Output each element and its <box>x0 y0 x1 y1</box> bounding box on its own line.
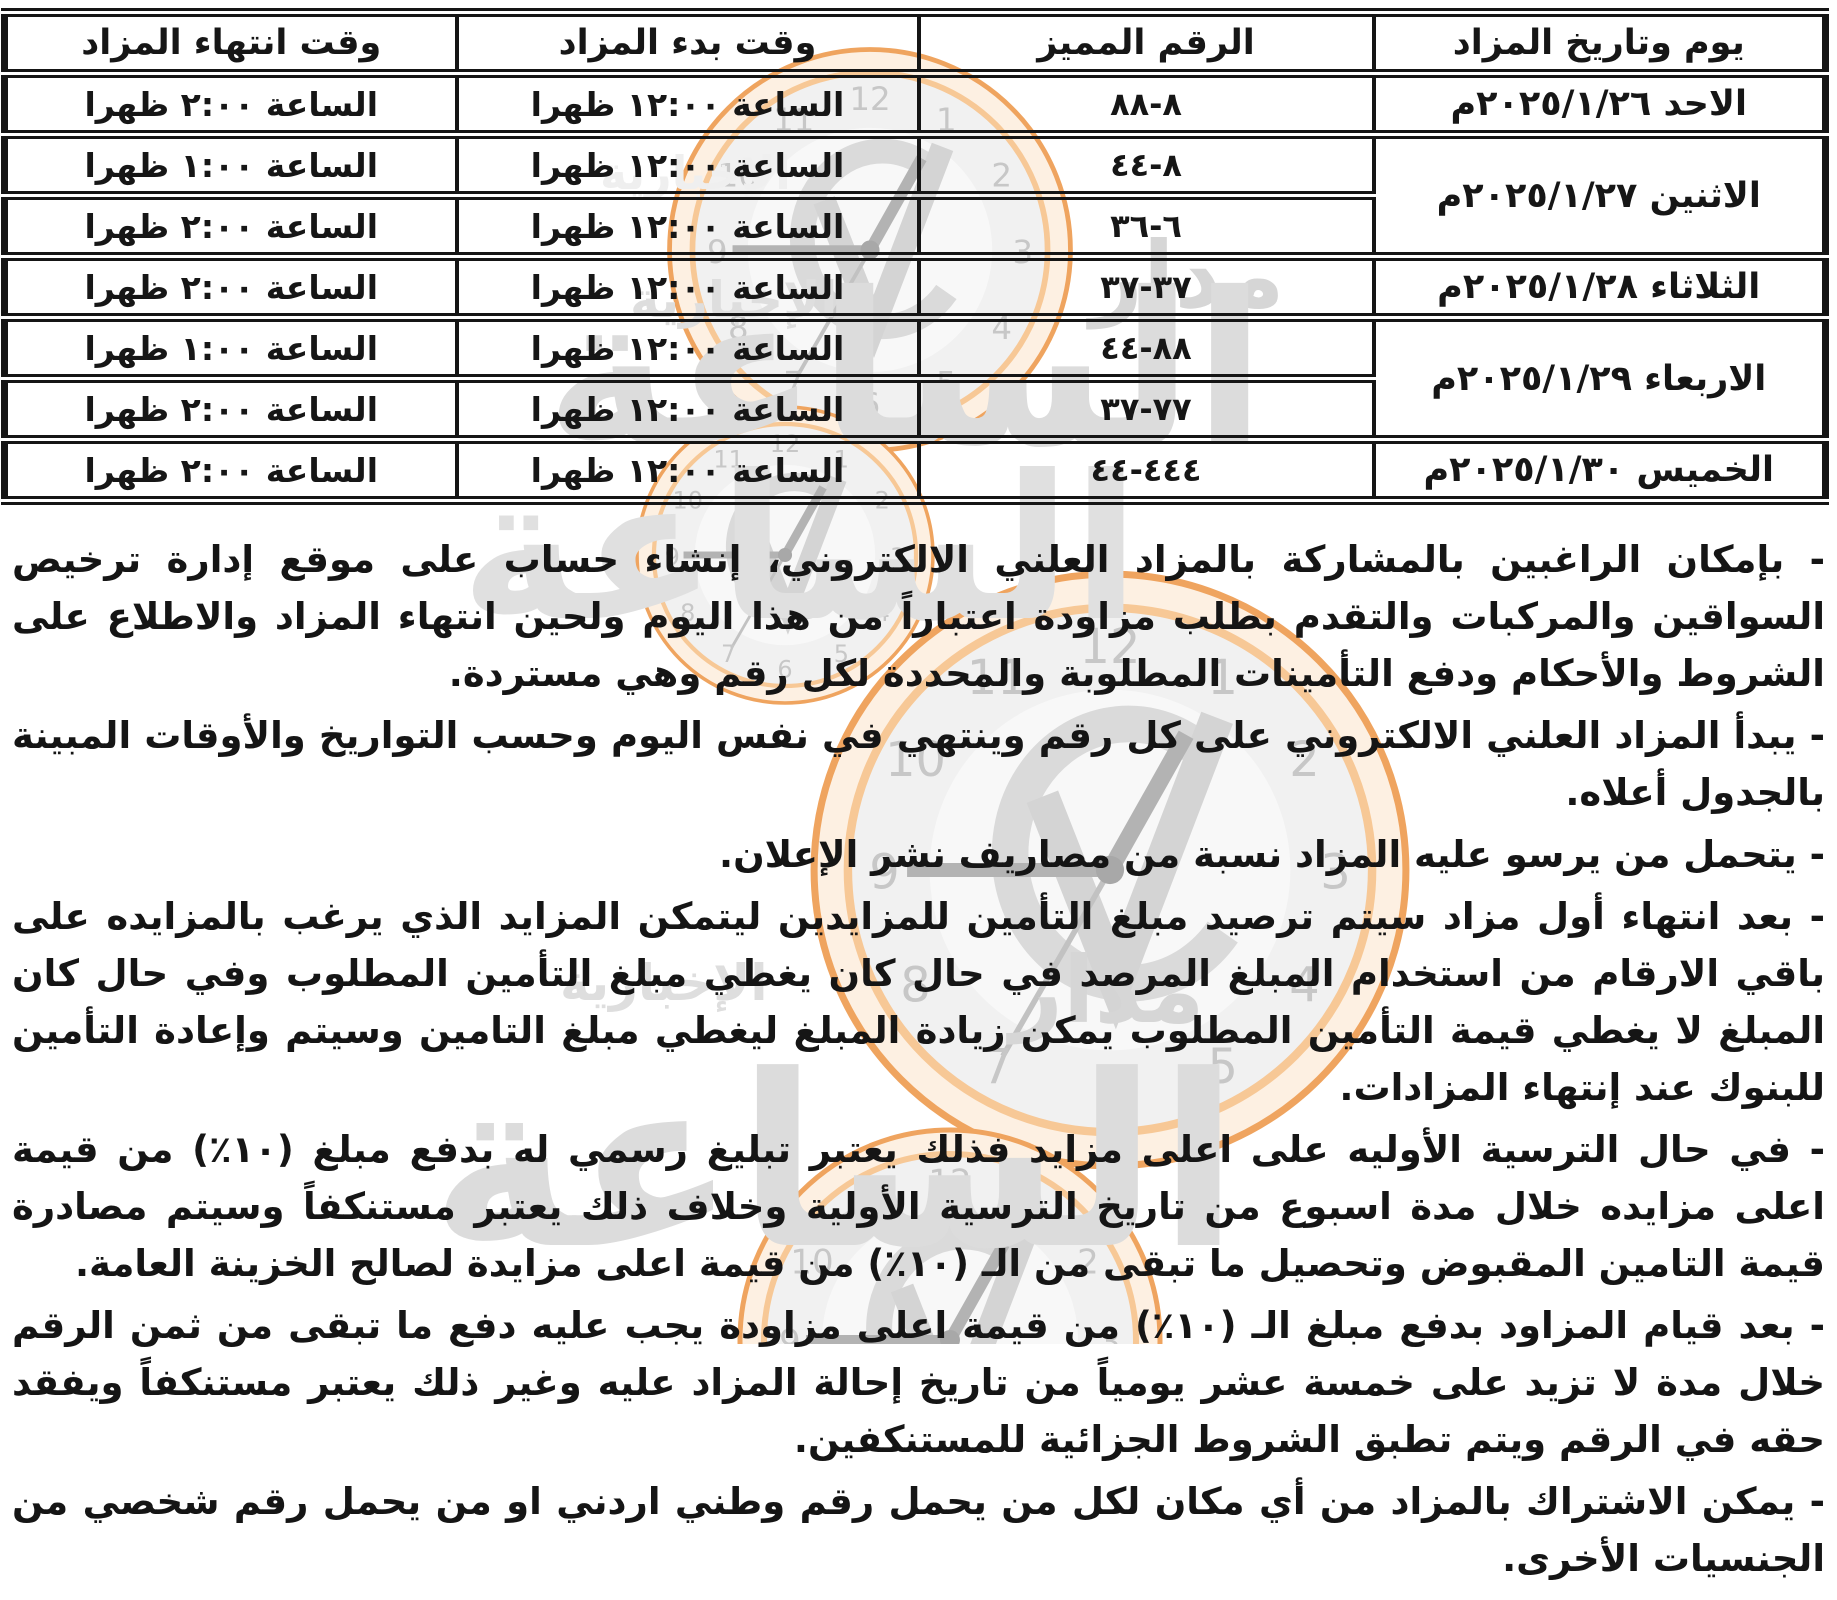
cell-auction-day: الخميس ٢٠٢٥/١/٣٠م <box>1371 435 1828 505</box>
note-item: - يتحمل من يرسو عليه المزاد نسبة من مصار… <box>719 833 1825 876</box>
note-item: - بعد قيام المزاود بدفع مبلغ الـ (١٠٪) م… <box>12 1304 1826 1461</box>
cell-auction-day: الاثنين ٢٠٢٥/١/٢٧م <box>1371 130 1828 261</box>
cell-end-time: الساعة ٢:٠٠ ظهرا <box>2 435 459 505</box>
terms-and-conditions: - بإمكان الراغبين بالمشاركة بالمزاد العل… <box>12 531 1825 1587</box>
cell-auction-day: الاحد ٢٠٢٥/١/٢٦م <box>1371 69 1828 139</box>
cell-plate-number: ٨-٨٨ <box>916 69 1376 139</box>
cell-plate-number: ٧٧-٣٧ <box>916 374 1376 444</box>
cell-end-time: الساعة ٢:٠٠ ظهرا <box>2 252 459 322</box>
header-number: الرقم المميز <box>916 8 1376 78</box>
table-row: الخميس ٢٠٢٥/١/٣٠م ٤٤٤-٤٤ الساعة ١٢:٠٠ ظه… <box>2 435 1828 505</box>
cell-start-time: الساعة ١٢:٠٠ ظهرا <box>454 69 921 139</box>
cell-start-time: الساعة ١٢:٠٠ ظهرا <box>454 313 921 383</box>
cell-plate-number: ٨-٤٤ <box>916 130 1376 200</box>
auction-schedule-table: يوم وتاريخ المزاد الرقم المميز وقت بدء ا… <box>1 8 1829 505</box>
note-item: - بإمكان الراغبين بالمشاركة بالمزاد العل… <box>12 538 1825 695</box>
note-item: - بعد انتهاء أول مزاد سيتم ترصيد مبلغ ال… <box>12 895 1825 1109</box>
header-day: يوم وتاريخ المزاد <box>1371 8 1828 78</box>
cell-end-time: الساعة ١:٠٠ ظهرا <box>2 313 459 383</box>
header-start: وقت بدء المزاد <box>454 8 921 78</box>
cell-start-time: الساعة ١٢:٠٠ ظهرا <box>454 130 921 200</box>
cell-end-time: الساعة ٢:٠٠ ظهرا <box>2 191 459 261</box>
cell-end-time: الساعة ١:٠٠ ظهرا <box>2 130 459 200</box>
cell-auction-day: الاربعاء ٢٠٢٥/١/٢٩م <box>1371 313 1828 444</box>
cell-plate-number: ٨٨-٤٤ <box>916 313 1376 383</box>
table-row: الاثنين ٢٠٢٥/١/٢٧م ٨-٤٤ الساعة ١٢:٠٠ ظهر… <box>2 130 1828 261</box>
note-item: - يبدأ المزاد العلني الالكتروني على كل ر… <box>12 714 1825 814</box>
table-row: الاربعاء ٢٠٢٥/١/٢٩م ٨٨-٤٤ الساعة ١٢:٠٠ ظ… <box>2 313 1828 444</box>
table-row: الاحد ٢٠٢٥/١/٢٦م ٨-٨٨ الساعة ١٢:٠٠ ظهرا … <box>2 69 1828 139</box>
header-end: وقت انتهاء المزاد <box>2 8 459 78</box>
cell-start-time: الساعة ١٢:٠٠ ظهرا <box>454 252 921 322</box>
cell-auction-day: الثلاثاء ٢٠٢٥/١/٢٨م <box>1371 252 1828 322</box>
cell-start-time: الساعة ١٢:٠٠ ظهرا <box>454 191 921 261</box>
cell-plate-number: ٤٤٤-٤٤ <box>916 435 1376 505</box>
cell-plate-number: ٦-٣٦ <box>916 191 1376 261</box>
cell-end-time: الساعة ٢:٠٠ ظهرا <box>2 374 459 444</box>
announcement-page: { "watermark": { "brand_madar": "مدار", … <box>1 8 1829 1580</box>
note-item: - يمكن الاشتراك بالمزاد من أي مكان لكل م… <box>12 1480 1825 1580</box>
cell-plate-number: ٣٧-٣٧ <box>916 252 1376 322</box>
cell-start-time: الساعة ١٢:٠٠ ظهرا <box>454 435 921 505</box>
table-row: الثلاثاء ٢٠٢٥/١/٢٨م ٣٧-٣٧ الساعة ١٢:٠٠ ظ… <box>2 252 1828 322</box>
cell-start-time: الساعة ١٢:٠٠ ظهرا <box>454 374 921 444</box>
table-header-row: يوم وتاريخ المزاد الرقم المميز وقت بدء ا… <box>2 8 1828 78</box>
note-item: - في حال الترسية الأوليه على اعلى مزايد … <box>12 1128 1825 1285</box>
cell-end-time: الساعة ٢:٠٠ ظهرا <box>2 69 459 139</box>
